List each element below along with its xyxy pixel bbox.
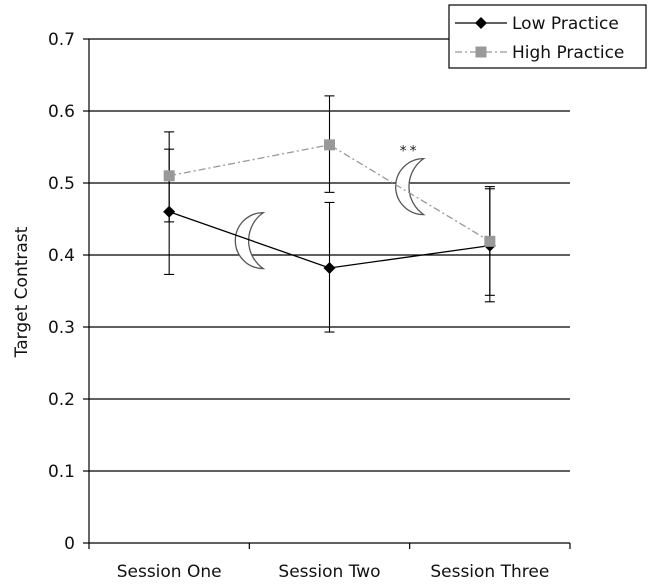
- y-axis-ticks: 0 0.1 0.2 0.3 0.4 0.5 0.6 0.7: [48, 30, 89, 554]
- data-point: [163, 170, 175, 182]
- data-point: [484, 235, 496, 247]
- y-tick-label: 0: [64, 534, 75, 554]
- y-tick-label: 0.1: [48, 462, 75, 482]
- legend-label: Low Practice: [512, 14, 619, 34]
- series-layer: [163, 95, 496, 333]
- y-tick-label: 0.2: [48, 390, 75, 410]
- decorations: [234, 157, 426, 270]
- significance-annotation: **: [400, 144, 420, 160]
- series-1: [163, 95, 496, 296]
- axes: [88, 39, 570, 544]
- legend-marker: [475, 17, 487, 29]
- y-tick-label: 0.6: [48, 102, 75, 122]
- y-tick-label: 0.7: [48, 30, 75, 50]
- legend-marker: [475, 46, 487, 58]
- data-point: [324, 139, 335, 151]
- crescent-moon-icon: [395, 157, 426, 216]
- annotations: **: [400, 144, 420, 160]
- data-point: [323, 261, 336, 274]
- crescent-moon-icon: [234, 211, 266, 270]
- x-tick-label: Session One: [117, 562, 222, 582]
- legend: Low Practice High Practice: [448, 4, 647, 69]
- y-tick-label: 0.3: [48, 318, 75, 338]
- x-axis-ticks: Session One Session Two Session Three: [88, 543, 571, 582]
- x-tick-label: Session Two: [278, 562, 380, 582]
- x-tick-label: Session Three: [430, 562, 549, 582]
- legend-label: High Practice: [512, 43, 624, 63]
- y-axis-title: Target Contrast: [12, 226, 32, 358]
- series-line: [169, 144, 491, 242]
- y-tick-label: 0.5: [48, 174, 75, 194]
- y-tick-label: 0.4: [48, 246, 75, 266]
